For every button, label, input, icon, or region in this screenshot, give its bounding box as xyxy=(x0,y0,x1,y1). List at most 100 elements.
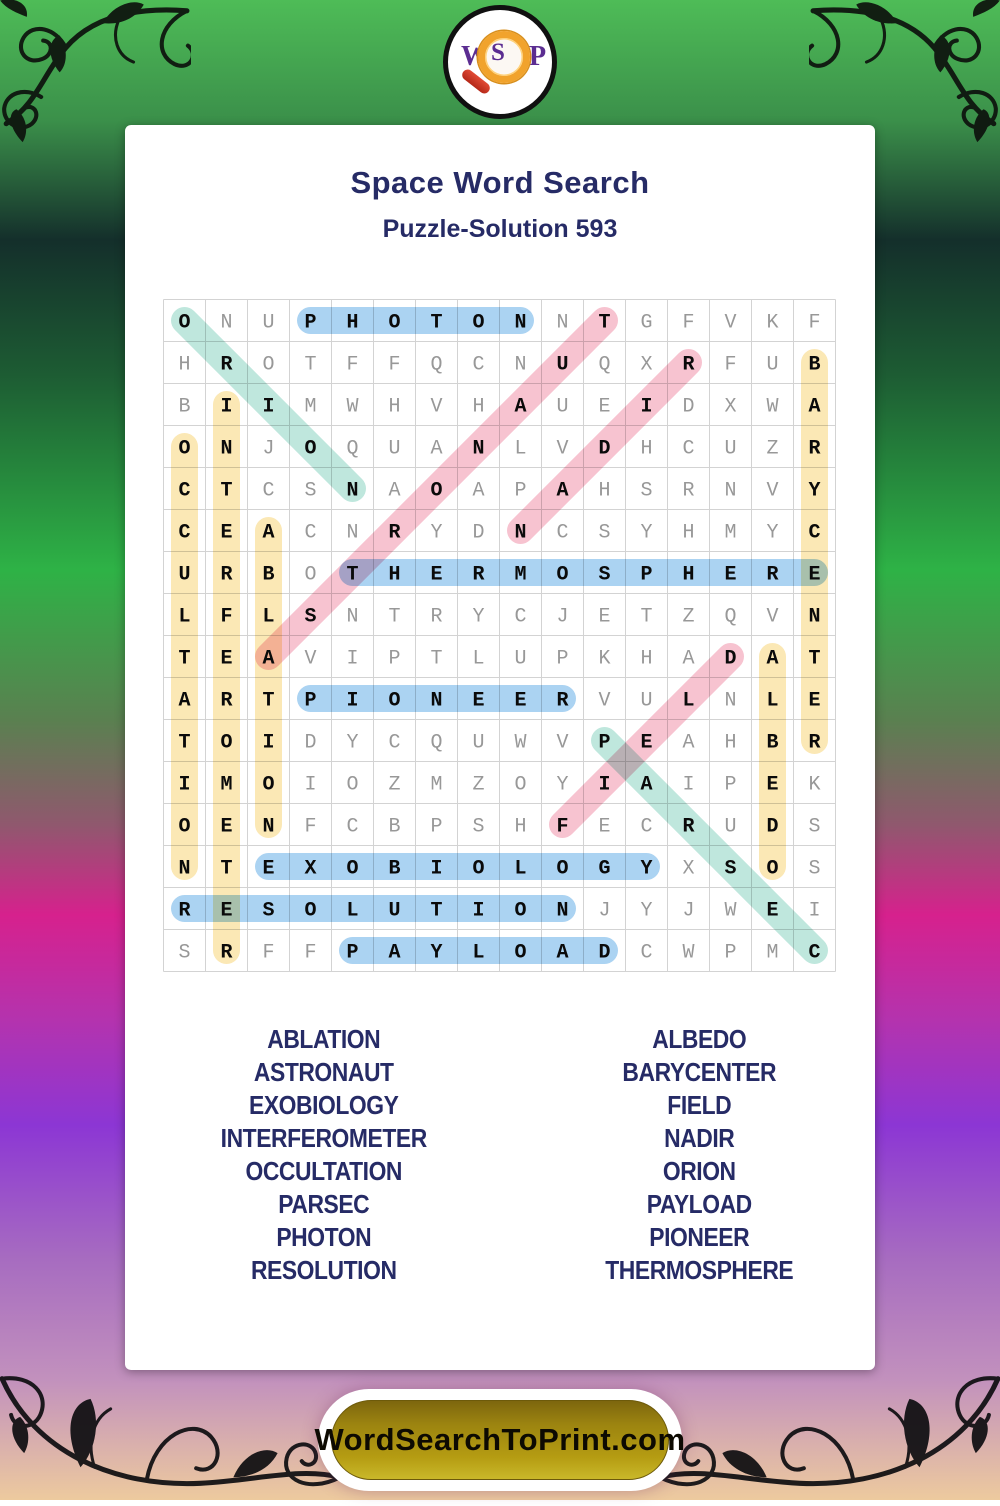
grid-cell-letter: M xyxy=(766,942,778,965)
grid-cell-letter: H xyxy=(388,564,400,587)
grid-cell-letter: I xyxy=(472,900,484,923)
grid-cell-letter: S xyxy=(808,816,820,839)
grid-cell-letter: B xyxy=(178,396,190,419)
grid-cell-letter: U xyxy=(724,438,736,461)
grid-cell-letter: P xyxy=(724,942,736,965)
grid-cell-letter: N xyxy=(556,312,568,335)
grid-cell-letter: T xyxy=(430,648,442,671)
grid-cell-letter: T xyxy=(262,690,274,713)
grid-cell-letter: U xyxy=(388,900,400,923)
grid-cell-letter: E xyxy=(472,690,484,713)
grid-cell-letter: E xyxy=(262,858,274,881)
grid-cell-letter: V xyxy=(556,438,568,461)
grid-cell-letter: H xyxy=(682,564,694,587)
grid-cell-letter: B xyxy=(262,564,274,587)
word-list-right: ALBEDO BARYCENTER FIELD NADIR ORION PAYLOAD PI… xyxy=(523,1023,876,1287)
grid-cell-letter: P xyxy=(724,774,736,797)
grid-cell-letter: O xyxy=(514,900,526,923)
grid-cell-letter: V xyxy=(724,312,736,335)
highlight-astronaut xyxy=(255,307,618,670)
grid-cell-letter: E xyxy=(514,690,526,713)
grid-cell-letter: F xyxy=(724,354,736,377)
grid-cell-letter: O xyxy=(346,774,358,797)
grid-cell-letter: V xyxy=(430,396,442,419)
grid-cell-letter: T xyxy=(304,354,316,377)
grid-cell-letter: C xyxy=(682,438,694,461)
grid-cell-letter: O xyxy=(556,858,568,881)
grid-cell-letter: C xyxy=(640,816,652,839)
grid-cell-letter: I xyxy=(262,732,274,755)
grid-cell-letter: C xyxy=(556,522,568,545)
grid-cell-letter: X xyxy=(640,354,652,377)
grid-cell-letter: Q xyxy=(430,354,442,377)
grid-cell-letter: O xyxy=(556,564,568,587)
grid-cell-letter: T xyxy=(178,648,190,671)
grid-cell-letter: E xyxy=(640,732,652,755)
grid-cell-letter: E xyxy=(724,564,736,587)
grid-cell-letter: R xyxy=(220,690,232,713)
grid-cell-letter: F xyxy=(556,816,568,839)
word-item-thermosphere: THERMOSPHERE xyxy=(604,1255,793,1285)
grid-cell-letter: B xyxy=(388,816,400,839)
grid-cell-letter: D xyxy=(682,396,694,419)
grid-cell-letter: U xyxy=(262,312,274,335)
grid-cell-letter: I xyxy=(304,774,316,797)
grid-cell-letter: H xyxy=(682,522,694,545)
word-grid-svg: O N U P H O T O N N T G F V K FH R O T F F Q C N U Q X R F U BB I I M W H V H… xyxy=(163,299,836,972)
grid-cell-letter: S xyxy=(304,606,316,629)
grid-cell-letter: O xyxy=(346,858,358,881)
grid-cell-letter: R xyxy=(808,438,820,461)
grid-cell-letter: C xyxy=(178,522,190,545)
grid-cell-letter: C xyxy=(514,606,526,629)
highlight-field xyxy=(549,643,744,838)
grid-cell-letter: G xyxy=(640,312,652,335)
grid-cell-letter: O xyxy=(430,480,442,503)
grid-cell-letter: E xyxy=(598,606,610,629)
word-item-photon: PHOTON xyxy=(276,1222,372,1252)
grid-cell-letter: M xyxy=(430,774,442,797)
grid-cell-letter: N xyxy=(262,816,274,839)
grid-cell-letter: S xyxy=(598,564,610,587)
grid-cell-letter: O xyxy=(388,312,400,335)
grid-cell-letter: H xyxy=(598,480,610,503)
grid-cell-letter: M xyxy=(304,396,316,419)
grid-cell-letter: J xyxy=(682,900,694,923)
grid-cell-letter: R xyxy=(472,564,484,587)
grid-cell-letter: E xyxy=(766,900,778,923)
grid-cell-letter: I xyxy=(808,900,820,923)
grid-cell-letter: N xyxy=(514,522,526,545)
grid-cell-letter: Z xyxy=(766,438,778,461)
grid-cell-letter: Y xyxy=(472,606,484,629)
grid-cell-letter: I xyxy=(598,774,610,797)
grid-cell-letter: J xyxy=(598,900,610,923)
grid-cell-letter: L xyxy=(514,438,526,461)
word-item-exobiology: EXOBIOLOGY xyxy=(249,1090,399,1120)
grid-cell-letter: B xyxy=(766,732,778,755)
grid-cell-letter: A xyxy=(262,522,274,545)
grid-cell-letter: T xyxy=(430,312,442,335)
grid-cell-letter: W xyxy=(766,396,778,419)
grid-cell-letter: H xyxy=(178,354,190,377)
grid-cell-letter: L xyxy=(262,606,274,629)
grid-cell-letter: H xyxy=(640,648,652,671)
grid-cell-letter: T xyxy=(220,480,232,503)
grid-cell-letter: I xyxy=(220,396,232,419)
highlight-parsec xyxy=(591,727,828,964)
grid-cell-letter: Y xyxy=(640,858,652,881)
grid-cell-letter: D xyxy=(598,942,610,965)
grid-cell-letter: I xyxy=(262,396,274,419)
grid-cell-letter: N xyxy=(472,438,484,461)
grid-cell-letter: C xyxy=(346,816,358,839)
grid-cell-letter: A xyxy=(640,774,652,797)
grid-cell-letter: U xyxy=(472,732,484,755)
logo-letter-p: P xyxy=(529,41,547,72)
grid-cell-letter: P xyxy=(598,732,610,755)
word-item-payload: PAYLOAD xyxy=(646,1189,752,1219)
grid-cell-letter: E xyxy=(220,522,232,545)
grid-cell-letter: K xyxy=(598,648,610,671)
grid-cell-letter: Y xyxy=(430,522,442,545)
grid-cell-letter: O xyxy=(178,438,190,461)
grid-cell-letter: O xyxy=(472,858,484,881)
website-button[interactable]: WordSearchToPrint.com xyxy=(314,1400,685,1480)
grid-cell-letter: C xyxy=(388,732,400,755)
